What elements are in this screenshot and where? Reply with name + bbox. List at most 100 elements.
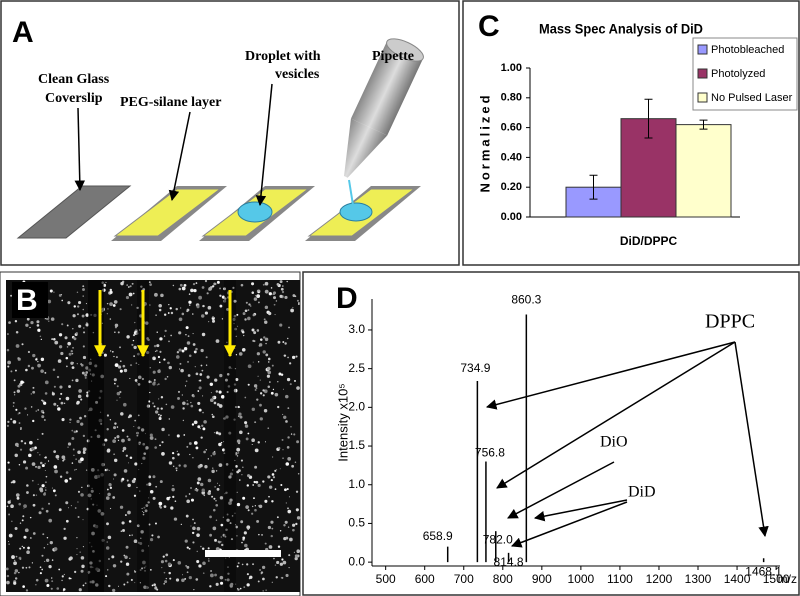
speck bbox=[81, 486, 83, 488]
x-tick-label: 800 bbox=[493, 572, 513, 586]
speck bbox=[191, 531, 195, 535]
speck bbox=[223, 299, 227, 303]
speck bbox=[160, 293, 164, 298]
speck bbox=[136, 434, 139, 437]
speck bbox=[212, 415, 215, 419]
legend-label: No Pulsed Laser bbox=[711, 92, 793, 104]
speck bbox=[81, 371, 85, 375]
speck bbox=[294, 461, 297, 464]
speck bbox=[54, 469, 58, 474]
speck bbox=[235, 452, 238, 455]
speck bbox=[32, 494, 35, 497]
speck bbox=[228, 366, 232, 369]
speck bbox=[163, 358, 166, 361]
speck bbox=[42, 411, 45, 414]
speck bbox=[53, 450, 57, 454]
speck bbox=[7, 365, 10, 368]
bleached-band bbox=[224, 280, 236, 592]
speck bbox=[244, 543, 248, 548]
speck bbox=[53, 291, 55, 293]
speck bbox=[42, 533, 45, 536]
speck bbox=[270, 520, 274, 524]
speck bbox=[190, 404, 194, 408]
speck bbox=[254, 505, 256, 507]
speck bbox=[142, 513, 145, 516]
speck bbox=[70, 350, 73, 353]
speck bbox=[41, 554, 44, 557]
speck bbox=[131, 282, 134, 285]
speck bbox=[154, 522, 157, 525]
speck bbox=[66, 346, 69, 348]
speck bbox=[186, 402, 189, 406]
speck bbox=[32, 353, 36, 358]
speck bbox=[53, 547, 58, 551]
speck bbox=[85, 469, 88, 471]
speck bbox=[210, 392, 212, 394]
speck bbox=[233, 388, 238, 393]
panel-letter: D bbox=[336, 282, 358, 315]
speck bbox=[152, 496, 156, 500]
y-tick-label: 1.00 bbox=[501, 62, 522, 74]
speck bbox=[168, 434, 170, 436]
speck bbox=[235, 454, 237, 456]
speck bbox=[229, 472, 233, 476]
speck bbox=[221, 448, 226, 452]
speck bbox=[207, 560, 210, 562]
speck bbox=[213, 497, 216, 500]
speck bbox=[69, 418, 72, 421]
speck bbox=[153, 405, 156, 408]
speck bbox=[210, 570, 212, 572]
speck bbox=[186, 565, 190, 569]
speck bbox=[136, 431, 140, 435]
speck bbox=[182, 407, 185, 410]
speck bbox=[179, 283, 183, 287]
speck bbox=[229, 522, 232, 525]
speck bbox=[228, 556, 230, 558]
speck bbox=[129, 285, 132, 288]
speck bbox=[17, 413, 19, 415]
speck bbox=[42, 400, 45, 403]
speck bbox=[54, 494, 57, 497]
label: Coverslip bbox=[45, 91, 103, 106]
speck bbox=[199, 373, 203, 376]
speck bbox=[112, 496, 116, 499]
speck bbox=[247, 364, 252, 369]
speck bbox=[244, 309, 248, 313]
speck bbox=[145, 586, 149, 589]
speck bbox=[220, 441, 223, 444]
arrow bbox=[533, 499, 628, 522]
speck bbox=[267, 427, 270, 429]
speck bbox=[151, 584, 154, 587]
speck bbox=[281, 438, 284, 441]
speck bbox=[26, 317, 30, 321]
legend-label: Photolyzed bbox=[711, 68, 765, 80]
speck bbox=[115, 356, 118, 359]
speck bbox=[70, 577, 72, 580]
speck bbox=[39, 566, 42, 569]
speck bbox=[67, 341, 72, 346]
speck bbox=[271, 581, 273, 583]
speck bbox=[259, 569, 262, 572]
speck bbox=[185, 326, 189, 330]
speck bbox=[154, 446, 158, 449]
speck bbox=[30, 320, 34, 325]
speck bbox=[228, 475, 232, 479]
speck bbox=[163, 571, 166, 574]
speck bbox=[297, 472, 300, 475]
speck bbox=[192, 332, 194, 335]
speck bbox=[32, 390, 36, 394]
speck bbox=[117, 331, 120, 334]
speck bbox=[155, 485, 158, 488]
speck bbox=[119, 397, 121, 399]
speck bbox=[85, 371, 89, 374]
speck bbox=[218, 442, 222, 447]
speck bbox=[274, 564, 277, 566]
panel-letter: C bbox=[478, 10, 500, 43]
speck bbox=[122, 450, 125, 452]
speck bbox=[279, 294, 283, 298]
speck bbox=[44, 469, 46, 471]
speck bbox=[280, 576, 283, 579]
speck bbox=[107, 492, 111, 497]
speck bbox=[45, 489, 47, 491]
